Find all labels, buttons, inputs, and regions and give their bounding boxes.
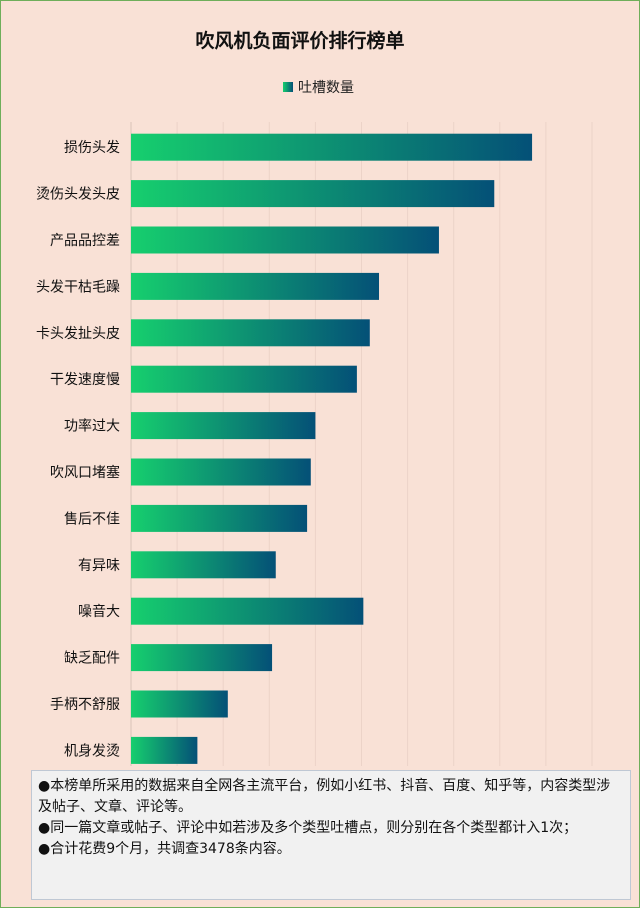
bar (131, 365, 357, 393)
category-label: 有异味 (78, 558, 120, 574)
bar (131, 551, 276, 579)
category-label: 噪音大 (78, 603, 120, 620)
legend: 吐槽数量 (283, 77, 354, 97)
category-label: 损伤头发 (64, 140, 120, 156)
bar (131, 272, 380, 300)
note-2: ●同一篇文章或帖子、评论中如若涉及多个类型吐槽点，则分别在各个类型都计入1次； (38, 820, 578, 836)
category-label: 卡头发扯头皮 (36, 326, 120, 342)
bar (131, 133, 533, 161)
chart-title: 吹风机负面评价排行榜单 (195, 30, 405, 52)
bar (131, 180, 495, 208)
bar (131, 458, 311, 486)
bars (131, 133, 533, 764)
category-labels: 损伤头发烫伤头发头皮产品品控差头发干枯毛躁卡头发扯头皮干发速度慢功率过大吹风口堵… (36, 140, 120, 759)
category-label: 烫伤头发头皮 (36, 187, 120, 203)
bar (131, 644, 273, 672)
legend-swatch (283, 82, 293, 92)
category-label: 产品品控差 (50, 233, 120, 249)
category-label: 缺乏配件 (64, 651, 120, 667)
category-label: 头发干枯毛躁 (36, 279, 120, 295)
category-label: 机身发烫 (64, 743, 120, 759)
bar (131, 319, 370, 347)
bar (131, 504, 308, 532)
category-label: 吹风口堵塞 (50, 464, 120, 481)
bar (131, 597, 364, 625)
note-3: ●合计花费9个月，共调查3478条内容。 (38, 841, 291, 857)
bar (131, 412, 316, 440)
category-label: 干发速度慢 (50, 371, 120, 388)
bar (131, 690, 228, 718)
category-label: 手柄不舒服 (50, 697, 120, 713)
note-1: ●本榜单所采用的数据来自全网各主流平台，例如小红书、抖音、百度、知乎等，内容类型… (38, 778, 611, 815)
notes-box: ●本榜单所采用的数据来自全网各主流平台，例如小红书、抖音、百度、知乎等，内容类型… (31, 770, 631, 900)
bar (131, 226, 439, 254)
category-label: 功率过大 (64, 418, 120, 435)
bar-chart: 损伤头发烫伤头发头皮产品品控差头发干枯毛躁卡头发扯头皮干发速度慢功率过大吹风口堵… (36, 122, 593, 766)
bar (131, 736, 198, 764)
category-label: 售后不佳 (64, 511, 120, 527)
legend-label: 吐槽数量 (298, 80, 354, 96)
